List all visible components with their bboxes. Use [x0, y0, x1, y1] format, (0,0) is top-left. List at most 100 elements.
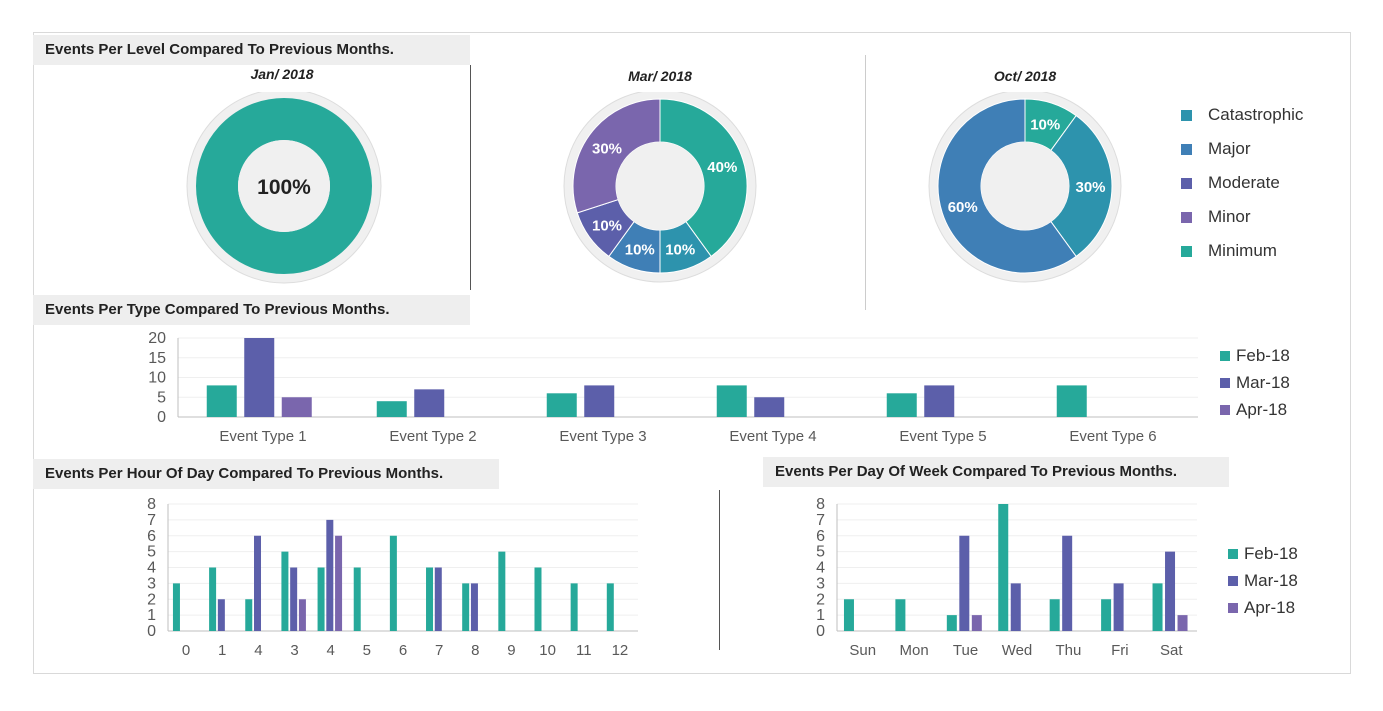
y-tick-label: 3 — [147, 575, 156, 592]
bar-feb-18 — [209, 568, 216, 632]
bar-feb-18 — [571, 583, 578, 631]
bar-feb-18 — [998, 504, 1008, 631]
bar-feb-18 — [717, 385, 747, 417]
bar-mar-18 — [1114, 583, 1124, 631]
x-tick-label: 4 — [327, 642, 335, 659]
legend-swatch — [1228, 549, 1238, 559]
x-tick-label: 5 — [363, 642, 371, 659]
bar-mar-18 — [435, 568, 442, 632]
bar-feb-18 — [547, 393, 577, 417]
x-tick-label: Event Type 3 — [559, 428, 646, 445]
legend-item: Catastrophic — [1181, 104, 1303, 126]
legend-swatch — [1228, 603, 1238, 613]
donut-slice-label: 30% — [592, 141, 622, 158]
y-tick-label: 6 — [147, 528, 156, 545]
legend-item: Major — [1181, 138, 1303, 160]
y-tick-label: 7 — [816, 512, 825, 529]
bar-feb-18 — [534, 568, 541, 632]
y-tick-label: 0 — [147, 623, 156, 640]
y-tick-label: 4 — [816, 560, 825, 577]
bar-apr-18 — [282, 397, 312, 417]
x-tick-label: 6 — [399, 642, 407, 659]
x-tick-label: Fri — [1111, 642, 1129, 659]
x-tick-label: Event Type 1 — [219, 428, 306, 445]
legend-label: Apr-18 — [1236, 400, 1287, 420]
bar-mar-18 — [959, 536, 969, 631]
bar-feb-18 — [887, 393, 917, 417]
legend-label: Minor — [1208, 207, 1251, 227]
donut-jan-title: Jan/ 2018 — [182, 66, 382, 82]
donut-hole — [616, 142, 704, 230]
bar-feb-18 — [173, 583, 180, 631]
y-tick-label: 3 — [816, 575, 825, 592]
x-tick-label: 3 — [290, 642, 298, 659]
donut-slice-label: 60% — [948, 199, 978, 216]
bar-feb-18 — [895, 599, 905, 631]
bar-feb-18 — [1153, 583, 1163, 631]
hour-section-title: Events Per Hour Of Day Compared To Previ… — [33, 459, 499, 489]
x-tick-label: Event Type 4 — [729, 428, 816, 445]
bar-mar-18 — [1011, 583, 1021, 631]
legend-item: Minimum — [1181, 240, 1303, 262]
donut-slice-label: 10% — [665, 241, 695, 258]
legend-swatch — [1181, 246, 1192, 257]
bar-mar-18 — [754, 397, 784, 417]
x-tick-label: Sun — [849, 642, 876, 659]
bar-feb-18 — [947, 615, 957, 631]
legend-label: Feb-18 — [1244, 544, 1298, 564]
bar-feb-18 — [281, 552, 288, 631]
y-tick-label: 0 — [816, 623, 825, 640]
legend-item: Apr-18 — [1220, 399, 1290, 421]
bar-feb-18 — [1050, 599, 1060, 631]
legend-item: Mar-18 — [1220, 372, 1290, 394]
legend-swatch — [1181, 212, 1192, 223]
x-tick-label: 0 — [182, 642, 190, 659]
y-tick-label: 7 — [147, 512, 156, 529]
donut-mar-chart: 40%10%10%10%30% — [560, 92, 760, 292]
legend-label: Mar-18 — [1236, 373, 1290, 393]
hour-bar-chart: 0123456780 1 4 3 4 5 6 7 8 9 10 11 12 — [130, 492, 640, 664]
x-tick-label: Event Type 5 — [899, 428, 986, 445]
y-tick-label: 15 — [148, 350, 166, 367]
bar-feb-18 — [377, 401, 407, 417]
level-section-title: Events Per Level Compared To Previous Mo… — [33, 35, 470, 65]
y-tick-label: 5 — [816, 544, 825, 561]
bar-apr-18 — [299, 599, 306, 631]
legend-label: Minimum — [1208, 241, 1277, 261]
y-tick-label: 5 — [147, 544, 156, 561]
legend-item: Moderate — [1181, 172, 1303, 194]
y-tick-label: 8 — [816, 496, 825, 513]
x-tick-label: 7 — [435, 642, 443, 659]
bar-mar-18 — [1062, 536, 1072, 631]
bar-mar-18 — [414, 389, 444, 417]
bar-mar-18 — [218, 599, 225, 631]
legend-swatch — [1220, 378, 1230, 388]
x-tick-label: 1 — [218, 642, 226, 659]
donut-jan-chart: 100% — [180, 92, 390, 292]
donut-oct-chart: 10% 30% 60% — [925, 92, 1125, 292]
type-section-title: Events Per Type Compared To Previous Mon… — [33, 295, 470, 325]
divider-level-2 — [865, 55, 866, 310]
legend-item: Feb-18 — [1220, 345, 1290, 367]
bar-feb-18 — [462, 583, 469, 631]
x-tick-label: 10 — [539, 642, 556, 659]
y-tick-label: 5 — [157, 389, 166, 406]
bar-mar-18 — [471, 583, 478, 631]
donut-hole — [981, 142, 1069, 230]
x-tick-label: Mon — [900, 642, 929, 659]
legend-label: Major — [1208, 139, 1251, 159]
week-section-title: Events Per Day Of Week Compared To Previ… — [763, 457, 1229, 487]
y-tick-label: 4 — [147, 560, 156, 577]
legend-item: Feb-18 — [1228, 543, 1298, 565]
x-tick-label: Wed — [1002, 642, 1033, 659]
bar-mar-18 — [254, 536, 261, 631]
bar-mar-18 — [924, 385, 954, 417]
bar-mar-18 — [326, 520, 333, 631]
bar-feb-18 — [498, 552, 505, 631]
y-tick-label: 6 — [816, 528, 825, 545]
donut-center-label: 100% — [257, 176, 311, 199]
bar-apr-18 — [1178, 615, 1188, 631]
legend-label: Moderate — [1208, 173, 1280, 193]
legend-swatch — [1181, 178, 1192, 189]
donut-oct-title: Oct/ 2018 — [925, 68, 1125, 84]
